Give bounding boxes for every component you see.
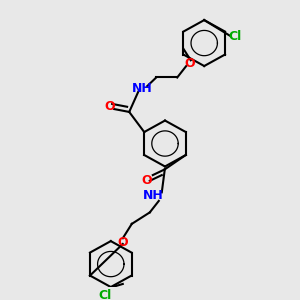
Text: NH: NH	[132, 82, 153, 95]
Text: NH: NH	[142, 189, 163, 202]
Text: O: O	[142, 174, 152, 187]
Text: O: O	[184, 57, 194, 70]
Text: O: O	[104, 100, 115, 113]
Text: Cl: Cl	[229, 30, 242, 43]
Text: Cl: Cl	[98, 289, 111, 300]
Text: O: O	[118, 236, 128, 249]
